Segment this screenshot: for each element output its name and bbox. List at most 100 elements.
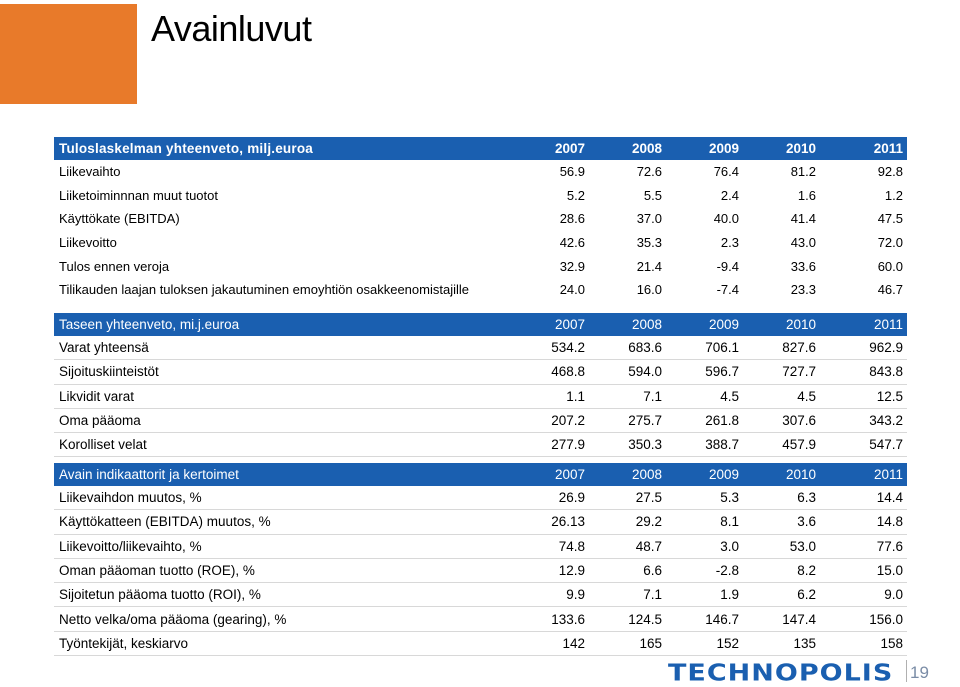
row-value: 158 bbox=[880, 635, 903, 651]
row-value: 92.8 bbox=[877, 164, 903, 180]
year-header: 2007 bbox=[554, 317, 585, 332]
row-value: 207.2 bbox=[551, 413, 585, 429]
row-value: 594.0 bbox=[628, 364, 662, 380]
table-header: Taseen yhteenveto, mi.j.euroa 2007 2008 … bbox=[54, 313, 907, 336]
technopolis-logo: TECHNOPOLIS bbox=[668, 660, 894, 687]
row-value: 962.9 bbox=[869, 340, 903, 356]
row-value: 60.0 bbox=[877, 258, 903, 274]
year-header: 2011 bbox=[873, 317, 903, 332]
table-header-label: Taseen yhteenveto, mi.j.euroa bbox=[59, 317, 240, 332]
row-value: 42.6 bbox=[559, 235, 585, 251]
table-header-label: Tuloslaskelman yhteenveto, milj.euroa bbox=[59, 141, 313, 156]
row-label: Työntekijät, keskiarvo bbox=[59, 635, 189, 651]
row-label: Liikevaihdon muutos, % bbox=[59, 490, 202, 506]
row-label: Liikevoitto bbox=[59, 235, 117, 251]
row-value: 388.7 bbox=[705, 437, 739, 453]
row-value: 5.2 bbox=[566, 187, 585, 203]
year-header: 2010 bbox=[785, 317, 816, 332]
row-label: Sijoituskiinteistöt bbox=[59, 364, 159, 380]
row-value: 16.0 bbox=[636, 282, 662, 298]
table-row: Tilikauden laajan tuloksen jakautuminen … bbox=[54, 278, 907, 302]
row-value: 827.6 bbox=[782, 340, 816, 356]
row-value: 23.3 bbox=[790, 282, 816, 298]
year-header: 2008 bbox=[631, 467, 662, 482]
row-value: 6.6 bbox=[643, 563, 662, 579]
row-value: 40.0 bbox=[713, 211, 739, 227]
row-value: 1.9 bbox=[720, 587, 739, 603]
row-value: 56.9 bbox=[559, 164, 585, 180]
row-value: 33.6 bbox=[790, 258, 816, 274]
row-value: 46.7 bbox=[877, 282, 903, 298]
row-value: 156.0 bbox=[869, 611, 903, 627]
row-value: 9.0 bbox=[884, 587, 903, 603]
row-label: Korolliset velat bbox=[59, 437, 147, 453]
table-header: Tuloslaskelman yhteenveto, milj.euroa 20… bbox=[54, 137, 907, 160]
row-value: 1.6 bbox=[797, 187, 816, 203]
row-value: 7.1 bbox=[643, 587, 662, 603]
year-header: 2010 bbox=[785, 141, 816, 156]
row-value: 35.3 bbox=[636, 235, 662, 251]
row-value: 165 bbox=[639, 635, 662, 651]
row-value: 350.3 bbox=[628, 437, 662, 453]
balance-sheet-table: Taseen yhteenveto, mi.j.euroa 2007 2008 … bbox=[54, 313, 907, 458]
orange-accent-block bbox=[0, 4, 137, 104]
table-row: Liikevoitto 42.6 35.3 2.3 43.0 72.0 bbox=[54, 231, 907, 255]
row-value: 152 bbox=[716, 635, 739, 651]
row-value: 72.0 bbox=[877, 235, 903, 251]
table-row: Käyttökatteen (EBITDA) muutos, % 26.13 29.… bbox=[54, 510, 907, 535]
row-value: 3.0 bbox=[720, 538, 739, 554]
table-row: Liikevaihto 56.9 72.6 76.4 81.2 92.8 bbox=[54, 160, 907, 184]
row-value: 1.2 bbox=[884, 187, 903, 203]
row-value: 27.5 bbox=[635, 490, 662, 506]
row-value: 6.3 bbox=[797, 490, 816, 506]
row-label: Liiketoiminnnan muut tuotot bbox=[59, 187, 218, 203]
row-label: Käyttökatteen (EBITDA) muutos, % bbox=[59, 514, 271, 530]
row-value: 5.5 bbox=[643, 187, 662, 203]
table-row: Liiketoiminnnan muut tuotot 5.2 5.5 2.4 1.6 1… bbox=[54, 184, 907, 208]
table-row: Likvidit varat 1.1 7.1 4.5 4.5 12.5 bbox=[54, 385, 907, 409]
row-value: 307.6 bbox=[782, 413, 816, 429]
row-value: 14.8 bbox=[876, 514, 903, 530]
row-value: 124.5 bbox=[628, 611, 662, 627]
row-label: Tilikauden laajan tuloksen jakautuminen … bbox=[59, 282, 469, 298]
row-value: 147.4 bbox=[782, 611, 816, 627]
row-value: -9.4 bbox=[716, 258, 739, 274]
row-value: 8.2 bbox=[797, 563, 816, 579]
row-value: 275.7 bbox=[628, 413, 662, 429]
table-row: Liikevaihdon muutos, % 26.9 27.5 5.3 6.3 14.4 bbox=[54, 486, 907, 511]
row-label: Varat yhteensä bbox=[59, 340, 149, 356]
year-header: 2009 bbox=[708, 467, 739, 482]
year-header: 2010 bbox=[785, 467, 816, 482]
row-value: 7.1 bbox=[643, 388, 662, 404]
table-row: Korolliset velat 277.9 350.3 388.7 457.9 547.… bbox=[54, 433, 907, 458]
row-value: 9.9 bbox=[566, 587, 585, 603]
row-value: 596.7 bbox=[705, 364, 739, 380]
table-row: Työntekijät, keskiarvo 142 165 152 135 158 bbox=[54, 632, 907, 657]
row-label: Käyttökate (EBITDA) bbox=[59, 211, 180, 227]
page-number: 19 bbox=[910, 663, 929, 682]
row-value: -7.4 bbox=[716, 282, 739, 298]
year-header: 2011 bbox=[873, 467, 903, 482]
row-value: 135 bbox=[793, 635, 816, 651]
row-value: 74.8 bbox=[558, 538, 585, 554]
row-label: Sijoitetun pääoma tuotto (ROI), % bbox=[59, 587, 261, 603]
row-value: 41.4 bbox=[790, 211, 816, 227]
row-value: 727.7 bbox=[782, 364, 816, 380]
row-label: Oman pääoman tuotto (ROE), % bbox=[59, 563, 255, 579]
row-value: 77.6 bbox=[876, 538, 903, 554]
income-statement-table: Tuloslaskelman yhteenveto, milj.euroa 20… bbox=[54, 137, 907, 302]
row-value: 5.3 bbox=[720, 490, 739, 506]
row-value: 26.9 bbox=[558, 490, 585, 506]
year-header: 2007 bbox=[554, 141, 585, 156]
row-value: 21.4 bbox=[636, 258, 662, 274]
table-row: Sijoituskiinteistöt 468.8 594.0 596.7 727.7 8… bbox=[54, 360, 907, 385]
table-row: Tulos ennen veroja 32.9 21.4 -9.4 33.6 60.0 bbox=[54, 254, 907, 278]
row-value: 3.6 bbox=[797, 514, 816, 530]
row-value: 843.8 bbox=[869, 364, 903, 380]
table-row: Sijoitetun pääoma tuotto (ROI), % 9.9 7.1 1… bbox=[54, 583, 907, 608]
row-value: 12.5 bbox=[876, 388, 903, 404]
row-value: 534.2 bbox=[551, 340, 585, 356]
row-value: 76.4 bbox=[713, 164, 739, 180]
table-row: Liikevoitto/liikevaihto, % 74.8 48.7 3.0 53.… bbox=[54, 535, 907, 559]
row-value: 14.4 bbox=[876, 490, 903, 506]
